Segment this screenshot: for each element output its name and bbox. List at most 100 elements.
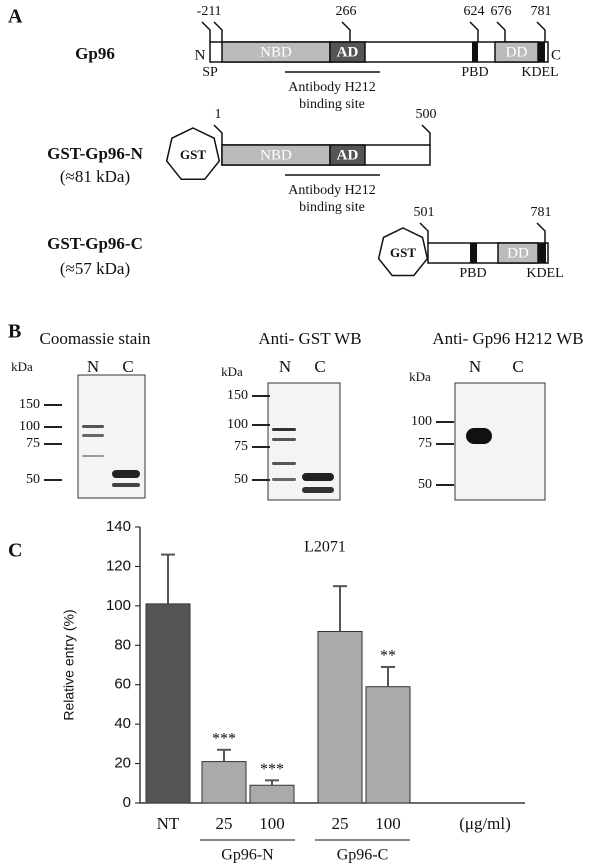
y-tick-label: 100 [106,597,131,614]
gst-label: GST [180,147,206,162]
motif [470,243,477,263]
position-tick [213,21,223,42]
marker-label: 50 [418,477,432,492]
panel-letter: A [8,6,23,28]
position-label: 266 [336,4,357,19]
bar [365,686,411,804]
band [466,428,492,444]
position-label: 624 [464,4,485,19]
position-tick [341,21,351,42]
marker-label: 150 [19,397,40,412]
significance: *** [260,761,284,778]
position-label: 500 [416,107,437,122]
position-label: -21 [197,4,216,19]
band [112,483,140,487]
domain [329,41,366,63]
group-label: Gp96-N [221,847,274,864]
significance: *** [212,730,236,747]
motif [472,42,478,62]
marker-label: 100 [411,414,432,429]
unit-label: kDa [11,359,33,374]
domain-label: DD [506,44,528,60]
lane-label: N [279,357,291,376]
site-label: KDEL [526,266,563,281]
position-label: 676 [491,4,512,19]
marker-label: 100 [19,419,40,434]
marker-label: 75 [26,436,40,451]
protein-name: Gp96 [75,44,115,63]
binding-label: Antibody H212 [288,80,376,95]
site-label: PBD [459,266,486,281]
group-label: Gp96-C [337,847,389,864]
protein-name: GST-Gp96-C [47,234,143,253]
x-tick-label: NT [157,814,180,833]
unit-label: (μg/ml) [459,814,511,833]
terminal: C [551,47,561,63]
y-axis-label: Relative entry (%) [61,609,77,720]
binding-label: Antibody H212 [288,183,376,198]
domain-label: NBD [260,147,292,163]
lane-label: C [122,357,133,376]
site-label: SP [202,65,218,80]
domain [329,144,366,166]
terminal: N [195,47,206,63]
unit-label: kDa [409,369,431,384]
blot [267,382,341,501]
band [272,428,296,431]
protein-size: (≈81 kDa) [60,167,130,186]
domain-label: AD [337,147,359,163]
blot-title: Anti- GST WB [258,329,361,348]
position-tick [469,21,479,42]
x-tick-label: 25 [332,814,349,833]
marker-label: 75 [234,439,248,454]
site-label: KDEL [521,65,558,80]
panel-letter: C [8,540,22,562]
lane-label: N [469,357,481,376]
marker-label: 50 [26,472,40,487]
blot-title: Coomassie stain [40,329,151,348]
y-tick-label: 20 [114,755,131,772]
y-tick-label: 80 [114,636,131,653]
x-tick-label: 100 [375,814,401,833]
band [302,487,334,493]
bar [145,603,191,804]
domain-label: DD [507,245,529,261]
y-tick-label: 60 [114,676,131,693]
unit-label: kDa [221,364,243,379]
band [272,438,296,441]
marker-label: 150 [227,388,248,403]
significance: ** [380,648,396,665]
y-tick-label: 120 [106,557,131,574]
protein-size: (≈57 kDa) [60,259,130,278]
bar [317,630,363,804]
y-tick-label: 140 [106,518,131,535]
domain-label: NBD [260,44,292,60]
binding-label: binding site [299,200,365,215]
position-label: 781 [531,205,552,220]
band [302,473,334,481]
domain-label: AD [337,44,359,60]
marker-label: 75 [418,436,432,451]
y-tick-label: 0 [123,794,131,811]
band [82,425,104,428]
band [112,470,140,478]
band [82,455,104,457]
position-tick [496,21,506,42]
lane-label: C [512,357,523,376]
panel-letter: B [8,321,21,343]
gst-label: GST [390,245,416,260]
lane-label: C [314,357,325,376]
binding-label: binding site [299,97,365,112]
motif [538,42,545,62]
site-label: PBD [461,65,488,80]
position-tick [421,124,431,145]
y-tick-label: 40 [114,715,131,732]
position-tick [419,222,429,243]
chart-title: L2071 [304,539,346,556]
band [272,478,296,481]
motif [538,243,546,263]
position-tick [213,124,223,145]
x-tick-label: 25 [216,814,233,833]
position-label: 501 [414,205,435,220]
